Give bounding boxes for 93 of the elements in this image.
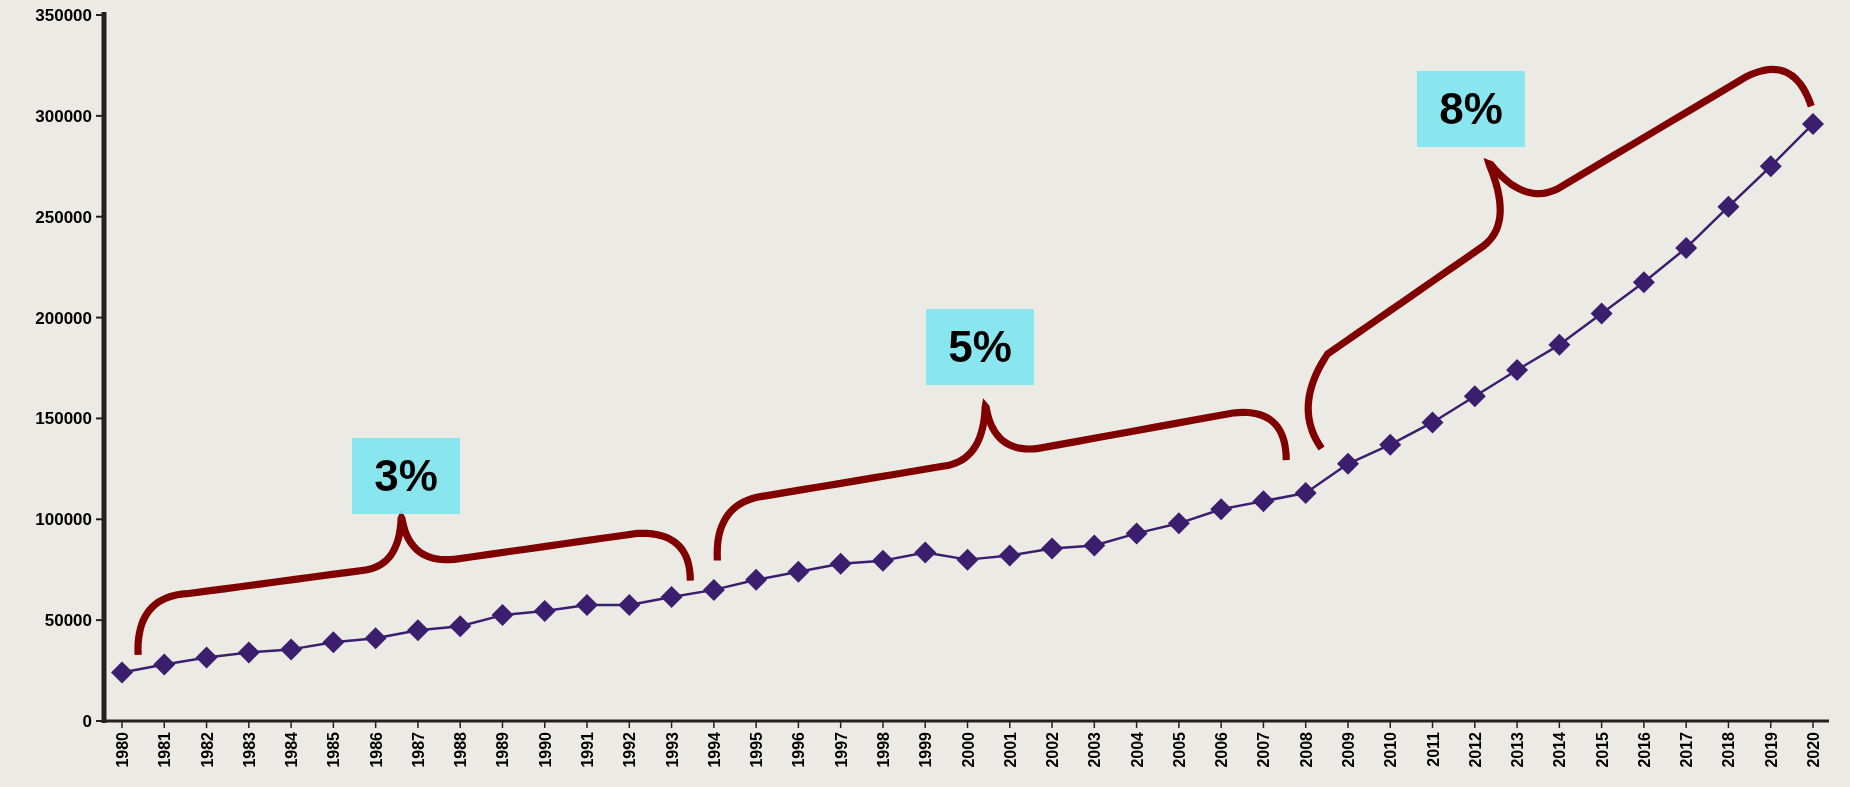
annotation: 5% [948, 322, 1012, 372]
x-tick-label: 1990 [536, 731, 554, 768]
point [1336, 452, 1359, 475]
x-tick-label: 2012 [1466, 731, 1484, 768]
x-tick-label: 1992 [621, 731, 639, 768]
x-tick-label: 1993 [663, 731, 681, 768]
point [1167, 512, 1190, 535]
point [1675, 236, 1698, 259]
x-tick-label: 1986 [367, 731, 385, 768]
x-tick-label: 1991 [579, 731, 597, 768]
y-tick-label: 0 [82, 711, 92, 731]
point [1548, 333, 1571, 356]
point [956, 548, 979, 571]
x-tick-label: 2011 [1424, 731, 1442, 767]
x-tick-label: 1988 [452, 731, 470, 768]
x-tick-label: 1981 [156, 731, 174, 768]
x-tick-label: 1995 [748, 731, 766, 768]
y-tick-label: 150000 [35, 409, 92, 429]
x-tick-label: 2018 [1720, 731, 1738, 768]
x-tick-label: 1994 [705, 731, 723, 768]
x-tick-label: 1983 [240, 731, 258, 768]
point [1802, 112, 1824, 135]
point [533, 600, 556, 623]
x-tick-label: 2013 [1509, 731, 1527, 768]
x-tick-label: 2005 [1170, 731, 1188, 768]
point [237, 641, 260, 664]
point [829, 552, 852, 575]
point [576, 594, 599, 617]
x-tick-label: 2009 [1339, 731, 1357, 768]
x-tick-label: 2000 [959, 731, 977, 768]
point [280, 638, 303, 661]
point [1083, 534, 1106, 557]
point [1632, 271, 1655, 294]
point [195, 646, 218, 669]
point [449, 615, 472, 638]
x-tick-label: 2007 [1255, 731, 1273, 768]
x-tick-label: 2019 [1762, 731, 1780, 768]
x-tick-label: 1984 [283, 731, 301, 768]
point [111, 661, 133, 684]
x-tick-label: 1989 [494, 731, 512, 768]
point [787, 560, 810, 583]
x-tick-label: 1987 [409, 731, 427, 768]
x-tick-label: 2004 [1128, 731, 1146, 768]
point [871, 549, 894, 572]
point [1252, 490, 1275, 513]
annotation: 8% [1439, 84, 1503, 134]
point [660, 585, 683, 608]
x-tick-label: 1996 [790, 731, 808, 768]
point [1463, 385, 1486, 408]
x-tick-label: 2017 [1678, 731, 1696, 768]
x-tick-label: 1985 [325, 731, 343, 768]
point [914, 541, 937, 564]
point [1379, 433, 1402, 456]
point [1421, 411, 1444, 434]
x-tick-label: 2015 [1593, 731, 1611, 768]
point [745, 568, 768, 591]
x-tick-label: 2002 [1044, 731, 1062, 768]
x-tick-label: 2016 [1635, 731, 1653, 768]
point [1759, 155, 1782, 178]
x-tick-label: 2020 [1805, 731, 1822, 768]
x-tick-label: 2008 [1297, 731, 1315, 768]
point [1210, 498, 1233, 521]
point [1590, 302, 1613, 325]
point [491, 604, 514, 627]
x-tick-label: 2006 [1213, 731, 1231, 768]
annotation: 3% [374, 451, 438, 501]
point [364, 627, 387, 650]
point [1125, 522, 1148, 545]
point [702, 578, 725, 601]
y-tick-label: 250000 [35, 207, 92, 227]
point [322, 631, 345, 654]
x-tick-label: 2014 [1551, 731, 1569, 768]
y-tick-label: 100000 [35, 510, 92, 530]
y-tick-label: 50000 [44, 611, 92, 631]
x-tick-label: 1999 [917, 731, 935, 768]
x-tick-label: 1997 [832, 731, 850, 768]
x-tick-label: 2003 [1086, 731, 1104, 768]
x-tick-label: 1998 [874, 731, 892, 768]
point [618, 594, 641, 617]
point [1041, 537, 1064, 560]
point [1294, 482, 1317, 505]
x-tick-label: 2001 [1001, 731, 1019, 768]
point [1717, 195, 1740, 218]
point [153, 653, 176, 676]
point [406, 619, 429, 642]
y-tick-label: 200000 [35, 308, 92, 328]
y-tick-label: 350000 [35, 5, 92, 25]
point [1506, 359, 1529, 382]
x-tick-label: 1980 [114, 731, 131, 768]
point [998, 544, 1021, 567]
y-tick-label: 300000 [35, 106, 92, 126]
x-tick-label: 2010 [1382, 731, 1400, 768]
x-tick-label: 1982 [198, 731, 216, 768]
